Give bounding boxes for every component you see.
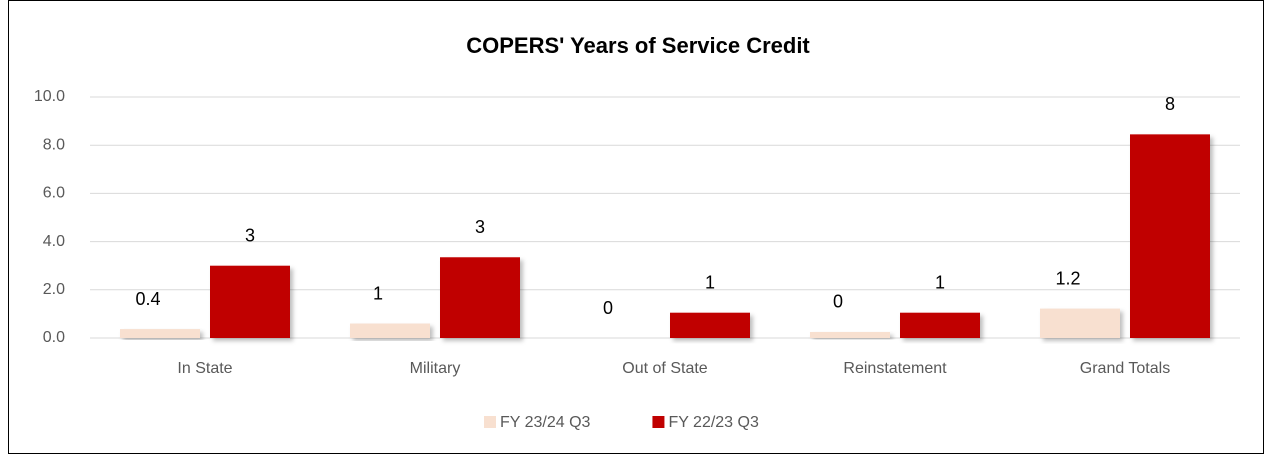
bar [1130,134,1210,338]
legend-swatch [652,416,665,428]
data-label: 0.4 [135,289,160,309]
x-tick-label: Out of State [622,360,707,377]
data-label: 1 [705,272,715,292]
bar [210,265,290,338]
y-tick-label: 2.0 [43,281,65,298]
x-tick-label: Grand Totals [1080,360,1170,377]
data-label: 0 [603,298,613,318]
data-label: 1.2 [1055,268,1080,288]
y-tick-label: 10.0 [34,88,65,105]
y-tick-label: 0.0 [43,329,65,346]
x-tick-label: Military [410,360,461,377]
chart-title: COPERS' Years of Service Credit [466,33,810,58]
data-label: 1 [935,272,945,292]
bar [350,323,430,338]
x-tick-label: Reinstatement [843,360,947,377]
data-label: 3 [475,217,485,237]
bar [120,329,200,338]
bar [440,257,520,338]
legend-label: FY 23/24 Q3 [500,414,591,431]
data-label: 8 [1165,94,1175,114]
bar [900,312,980,338]
data-label: 3 [245,225,255,245]
x-tick-label: In State [177,360,232,377]
chart-border [8,0,1264,454]
data-label: 0 [833,292,843,312]
y-tick-label: 4.0 [43,233,65,250]
bar [810,331,890,338]
legend-label: FY 22/23 Q3 [668,414,759,431]
y-tick-label: 6.0 [43,185,65,202]
data-label: 1 [373,283,383,303]
y-tick-label: 8.0 [43,136,65,153]
bar [670,312,750,338]
legend-swatch [484,416,496,428]
bar [1040,308,1120,338]
